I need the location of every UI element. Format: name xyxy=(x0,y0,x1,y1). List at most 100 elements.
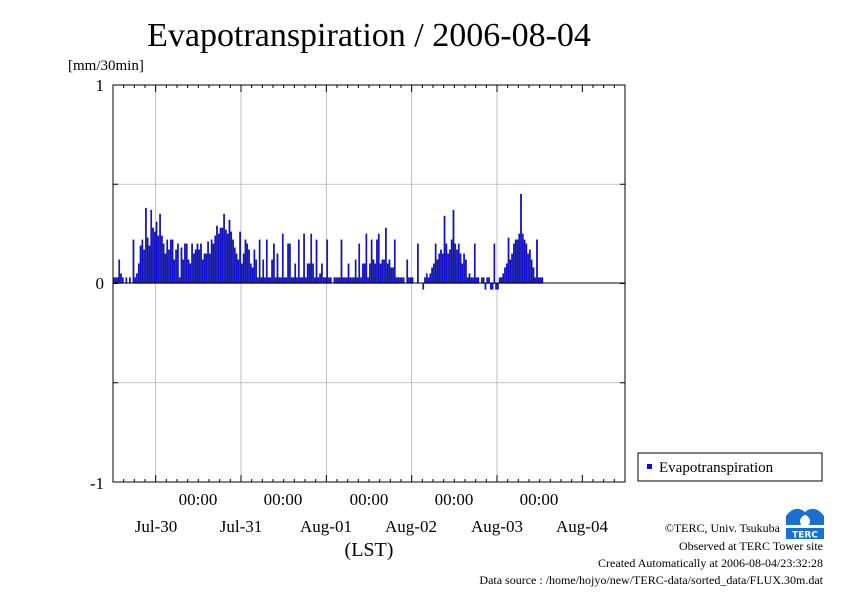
data-bar xyxy=(132,239,135,284)
data-bar xyxy=(143,249,145,284)
x-time-label: 00:00 xyxy=(435,490,474,509)
x-date-label: Aug-04 xyxy=(556,517,608,536)
data-bar xyxy=(379,263,382,284)
data-bar xyxy=(393,239,396,284)
legend: Evapotranspiration xyxy=(637,452,823,482)
data-bar xyxy=(194,249,197,284)
plot-area xyxy=(112,84,626,483)
data-source-text: Data source : /home/hojyo/new/TERC-data/… xyxy=(479,573,823,587)
data-bar xyxy=(249,263,252,284)
data-bar xyxy=(253,249,256,284)
data-bar xyxy=(237,259,240,284)
data-bar xyxy=(473,243,476,284)
bar-series xyxy=(113,194,544,290)
data-bar xyxy=(521,233,524,284)
data-bar xyxy=(370,239,373,284)
data-bar xyxy=(386,263,389,284)
data-bar xyxy=(177,243,179,284)
data-bar xyxy=(164,253,167,284)
legend-frame xyxy=(637,452,823,482)
data-bar xyxy=(265,239,268,284)
data-bar xyxy=(447,253,449,284)
data-bar xyxy=(189,263,192,284)
data-bar xyxy=(209,253,211,284)
data-bar xyxy=(233,247,236,284)
x-time-label: 00:00 xyxy=(179,490,218,509)
data-bar xyxy=(203,253,206,284)
observed-text: Observed at TERC Tower site xyxy=(679,539,823,553)
y-tick-label-top: 1 xyxy=(96,76,105,95)
data-bar xyxy=(383,259,385,284)
data-bar xyxy=(276,253,279,284)
data-bar xyxy=(146,237,149,284)
data-bar xyxy=(120,273,122,284)
data-bar xyxy=(241,263,243,284)
data-bar xyxy=(185,243,188,284)
data-bar xyxy=(193,253,195,284)
data-bar xyxy=(388,259,391,284)
data-bar xyxy=(440,249,442,284)
data-bar xyxy=(212,243,215,284)
data-bar xyxy=(239,231,241,284)
data-bar xyxy=(198,249,201,284)
data-bar xyxy=(390,267,393,284)
data-bar xyxy=(429,273,432,284)
data-bar xyxy=(273,243,275,284)
data-bar xyxy=(289,243,291,284)
data-bar xyxy=(520,194,522,284)
data-bar xyxy=(205,253,208,284)
copyright-text: ©TERC, Univ. Tsukuba xyxy=(665,521,781,535)
data-bar xyxy=(153,231,156,284)
data-bar xyxy=(497,283,499,290)
data-bar xyxy=(454,243,457,284)
data-bar xyxy=(532,267,535,284)
data-bar xyxy=(281,233,284,284)
data-bar xyxy=(161,235,163,284)
data-bar xyxy=(438,253,441,284)
data-bar xyxy=(536,239,538,284)
data-bar xyxy=(310,233,313,284)
x-date-label: Aug-01 xyxy=(300,517,352,536)
data-bar xyxy=(232,239,234,284)
data-bar xyxy=(166,239,169,284)
data-bar xyxy=(461,263,464,284)
data-bar xyxy=(118,259,121,284)
data-bar xyxy=(514,239,517,284)
data-bar xyxy=(201,259,204,284)
data-bar xyxy=(525,243,528,284)
data-bar xyxy=(518,233,521,284)
data-bar xyxy=(207,241,209,284)
data-bar xyxy=(372,259,375,284)
data-bar xyxy=(242,253,245,284)
data-bar xyxy=(452,209,455,284)
data-bar xyxy=(136,273,138,284)
data-bar xyxy=(180,247,183,284)
data-bar xyxy=(258,239,261,284)
data-bar xyxy=(217,233,220,284)
data-bar xyxy=(287,243,289,284)
data-bar xyxy=(182,259,185,284)
data-bar xyxy=(381,259,384,284)
data-bar xyxy=(422,283,425,290)
data-bar xyxy=(374,263,377,284)
terc-logo-text: TERC xyxy=(792,531,818,541)
data-bar xyxy=(354,259,357,284)
data-bar xyxy=(200,243,202,284)
data-bar xyxy=(159,213,161,284)
data-bar xyxy=(358,243,361,284)
data-bar xyxy=(228,219,231,284)
data-bar xyxy=(463,253,465,284)
data-bar xyxy=(377,233,380,284)
data-bar xyxy=(450,239,453,284)
data-bar xyxy=(385,227,387,284)
data-bar xyxy=(315,239,318,284)
data-bar xyxy=(436,259,439,284)
grid-lines xyxy=(113,85,625,482)
created-text: Created Automatically at 2006-08-04/23:3… xyxy=(598,556,823,570)
data-bar xyxy=(137,263,140,284)
y-tick-label-bottom: -1 xyxy=(90,474,104,493)
data-bar xyxy=(221,227,224,284)
x-date-label: Jul-31 xyxy=(220,517,263,536)
x-date-label: Aug-02 xyxy=(385,517,437,536)
